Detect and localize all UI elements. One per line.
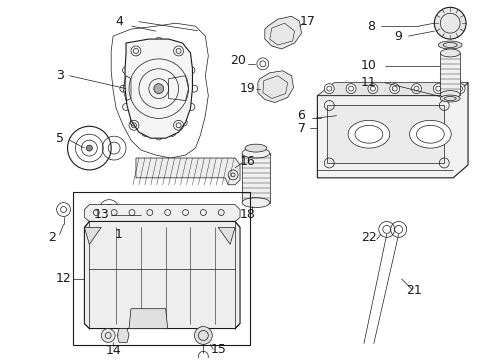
Bar [439, 53, 459, 95]
Text: 6: 6 [297, 109, 305, 122]
Ellipse shape [439, 91, 459, 99]
Text: 15: 15 [210, 343, 226, 356]
Text: 16: 16 [240, 156, 255, 168]
Text: 14: 14 [105, 344, 121, 357]
Ellipse shape [439, 95, 459, 102]
Circle shape [433, 7, 465, 39]
Text: 20: 20 [230, 54, 245, 67]
Text: 9: 9 [394, 30, 402, 42]
Circle shape [324, 84, 333, 94]
Polygon shape [84, 204, 240, 221]
Ellipse shape [347, 120, 389, 148]
Polygon shape [129, 309, 167, 329]
Polygon shape [317, 83, 467, 95]
Polygon shape [218, 228, 235, 244]
Circle shape [367, 84, 377, 94]
Circle shape [454, 84, 464, 94]
Polygon shape [84, 228, 101, 244]
Text: 22: 22 [360, 231, 376, 244]
Ellipse shape [244, 144, 266, 152]
Ellipse shape [437, 41, 461, 49]
Polygon shape [257, 71, 293, 103]
Circle shape [194, 327, 212, 345]
Text: 4: 4 [115, 15, 123, 28]
Ellipse shape [242, 148, 269, 158]
Text: 3: 3 [56, 69, 63, 82]
Circle shape [432, 84, 442, 94]
Text: 1: 1 [115, 228, 123, 241]
Text: 7: 7 [297, 122, 305, 135]
Bar [326, 105, 443, 163]
Polygon shape [136, 158, 240, 185]
Circle shape [154, 84, 163, 94]
Polygon shape [84, 221, 240, 329]
Bar [73, 192, 249, 345]
Text: 17: 17 [299, 15, 315, 28]
Text: 10: 10 [360, 59, 376, 72]
Polygon shape [117, 329, 129, 342]
Ellipse shape [242, 198, 269, 208]
Polygon shape [264, 16, 301, 49]
Text: 18: 18 [240, 208, 255, 221]
Bar [242, 153, 269, 203]
Text: 19: 19 [240, 82, 255, 95]
Circle shape [389, 84, 399, 94]
Text: 21: 21 [405, 284, 421, 297]
Text: 8: 8 [366, 20, 374, 33]
Circle shape [411, 84, 421, 94]
Circle shape [86, 145, 92, 151]
Ellipse shape [439, 49, 459, 57]
Polygon shape [317, 83, 467, 178]
Text: 11: 11 [360, 76, 376, 89]
Text: 12: 12 [56, 273, 71, 285]
Text: 2: 2 [48, 231, 56, 244]
Circle shape [101, 329, 115, 342]
Ellipse shape [409, 120, 450, 148]
Circle shape [346, 84, 355, 94]
Polygon shape [125, 39, 192, 138]
Text: 13: 13 [93, 208, 109, 221]
Text: 5: 5 [56, 132, 63, 145]
